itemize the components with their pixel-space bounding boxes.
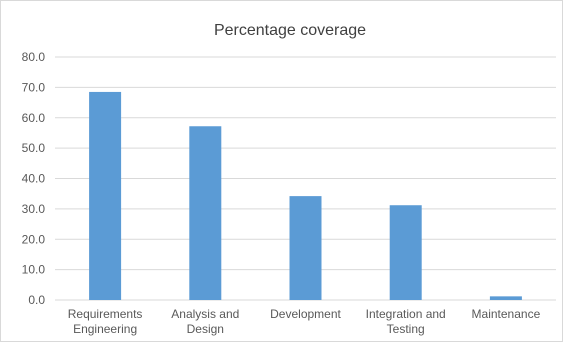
bar bbox=[189, 126, 222, 300]
category-label: Requirements Engineering bbox=[68, 307, 143, 336]
gridlines bbox=[55, 56, 556, 301]
category-label: Integration and Testing bbox=[366, 307, 446, 336]
bar bbox=[489, 296, 522, 300]
bar bbox=[389, 205, 422, 300]
bar bbox=[89, 91, 122, 301]
x-axis-categories: Requirements Engineering Analysis and Desig… bbox=[68, 307, 541, 336]
bar bbox=[289, 196, 322, 300]
y-tick-label: 10.0 bbox=[22, 263, 46, 277]
y-tick-label: 0.0 bbox=[28, 293, 45, 307]
category-label: Development bbox=[270, 307, 341, 321]
y-tick-label: 50.0 bbox=[22, 141, 46, 155]
category-label: Maintenance bbox=[472, 307, 541, 321]
y-tick-label: 60.0 bbox=[22, 111, 46, 125]
category-label: Analysis and Design bbox=[171, 307, 239, 336]
y-tick-label: 20.0 bbox=[22, 232, 46, 246]
y-tick-label: 30.0 bbox=[22, 202, 46, 216]
y-tick-label: 70.0 bbox=[22, 80, 46, 94]
y-axis-ticks: 0.0 10.0 20.0 30.0 40.0 50.0 60.0 70.0 80.0 bbox=[22, 50, 46, 307]
bars bbox=[89, 91, 522, 301]
chart-title: Percentage coverage bbox=[214, 22, 366, 39]
y-tick-label: 80.0 bbox=[22, 50, 46, 64]
y-tick-label: 40.0 bbox=[22, 172, 46, 186]
